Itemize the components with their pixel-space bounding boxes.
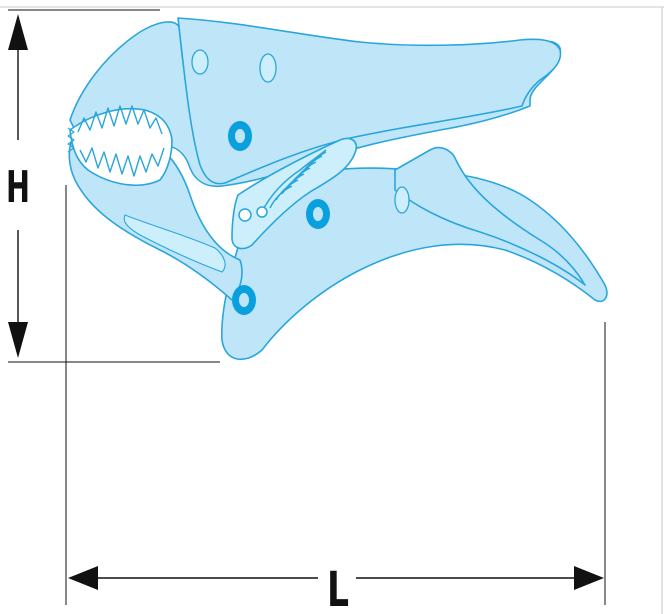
rivet-middle: [306, 199, 330, 229]
height-label: H: [6, 162, 30, 213]
rivet-lower: [232, 285, 256, 315]
handle-hole-1: [191, 49, 209, 75]
height-arrow-top: [8, 14, 28, 50]
release-lever: [394, 146, 586, 286]
jaw-mouth: [69, 107, 173, 186]
upper-grip: [177, 17, 562, 185]
handle-hole-3: [394, 186, 410, 214]
spring-anchor: [256, 206, 268, 218]
handle-hole-2: [259, 53, 277, 83]
length-dimension: [65, 185, 606, 605]
length-arrow-right: [574, 566, 604, 590]
tip-serrations: [67, 127, 75, 153]
height-dimension: [8, 9, 220, 363]
lower-jaw-panel: [123, 214, 226, 273]
spring-pivot: [238, 208, 252, 222]
upper-teeth: [77, 105, 163, 135]
lower-teeth: [79, 147, 165, 177]
rivets: [228, 121, 330, 315]
frame-border: [0, 6, 664, 614]
pliers-illustration: [67, 17, 608, 361]
spring: [261, 149, 327, 213]
length-arrow-left: [68, 566, 98, 590]
height-arrow-bottom: [8, 322, 28, 358]
rivet-upper: [228, 121, 252, 151]
length-label: L: [327, 562, 349, 614]
link-arm: [231, 137, 358, 250]
